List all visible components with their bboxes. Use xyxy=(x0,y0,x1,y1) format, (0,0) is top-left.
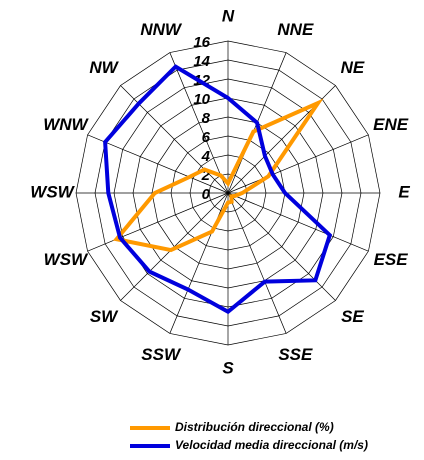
tick-label: 2 xyxy=(201,167,211,184)
series-line xyxy=(112,98,324,253)
tick-label: 4 xyxy=(201,148,211,165)
category-label: ESE xyxy=(374,250,409,269)
category-label: SW xyxy=(90,307,119,326)
category-label: NW xyxy=(89,58,119,77)
category-label: S xyxy=(222,358,234,377)
category-label: NE xyxy=(341,58,365,77)
category-label: WSW xyxy=(44,250,89,269)
category-label: E xyxy=(398,182,410,201)
category-label: NNW xyxy=(140,20,183,39)
category-label: NNE xyxy=(277,20,314,39)
tick-label: 16 xyxy=(193,34,210,51)
spoke xyxy=(227,192,369,252)
tick-label: 8 xyxy=(202,110,211,127)
tick-label: 14 xyxy=(193,53,210,70)
spoke xyxy=(227,192,287,334)
legend-label: Distribución direccional (%) xyxy=(175,420,334,434)
category-label: SSE xyxy=(278,345,313,364)
tick-label: 6 xyxy=(202,129,211,146)
spoke xyxy=(227,134,369,194)
series-line xyxy=(103,64,333,315)
spoke xyxy=(227,192,336,301)
tick-label: 0 xyxy=(202,186,211,203)
category-label: N xyxy=(222,6,235,25)
spoke xyxy=(169,52,229,194)
category-label: WNW xyxy=(43,115,89,134)
category-label: WSW xyxy=(30,182,75,201)
category-label: SE xyxy=(341,307,364,326)
spoke xyxy=(87,134,229,194)
category-label: SSW xyxy=(141,345,182,364)
legend-label: Velocidad media direccional (m/s) xyxy=(175,438,368,452)
category-label: ENE xyxy=(373,115,409,134)
spoke xyxy=(87,192,229,252)
spoke xyxy=(169,192,229,334)
tick-label: 10 xyxy=(193,91,210,108)
